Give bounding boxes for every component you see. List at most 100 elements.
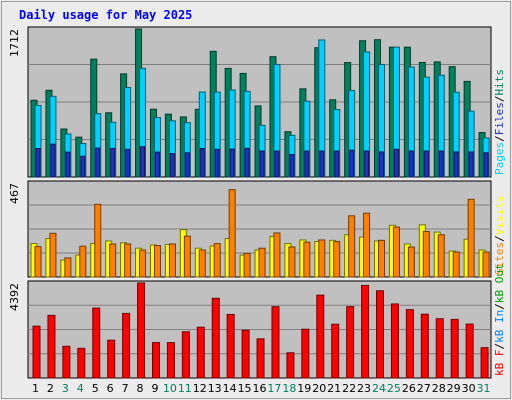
bar-bottom-kb-f-day-17	[271, 306, 280, 379]
x-tick-label-day-23: 23	[357, 382, 371, 395]
bar-top-pages-day-23	[364, 150, 370, 178]
bar-top-pages-day-10	[169, 153, 175, 178]
bar-bottom-kb-f-day-9	[151, 342, 160, 379]
bar-middle-sites-day-19	[303, 241, 311, 278]
bar-top-pages-day-29	[453, 151, 459, 178]
bar-bottom-kb-f-day-31	[480, 347, 489, 379]
bar-middle-sites-day-7	[124, 243, 132, 278]
bar-top-pages-day-31	[483, 152, 489, 178]
bar-top-pages-day-19	[304, 150, 310, 178]
bar-middle-sites-day-29	[452, 251, 460, 278]
x-tick-label-day-12: 12	[193, 382, 207, 395]
bar-middle-sites-day-27	[422, 231, 430, 278]
x-tick-label-day-2: 2	[47, 382, 54, 395]
bar-bottom-kb-f-day-27	[420, 313, 429, 379]
legend-item-top-3: /	[493, 96, 506, 103]
bar-middle-sites-day-14	[228, 189, 236, 278]
x-tick-label-day-17: 17	[267, 382, 281, 395]
x-tick-label-day-22: 22	[342, 382, 356, 395]
bar-top-pages-day-21	[334, 150, 340, 178]
bar-top-pages-day-6	[110, 147, 116, 178]
bar-bottom-kb-f-day-30	[465, 323, 474, 379]
legend-top: Pages/Files/Hits	[493, 69, 506, 175]
bar-bottom-kb-f-day-15	[241, 329, 250, 379]
bar-top-pages-day-26	[408, 150, 414, 178]
bar-middle-sites-day-25	[392, 226, 400, 278]
bar-bottom-kb-f-day-18	[286, 352, 295, 379]
x-tick-label-day-8: 8	[137, 382, 144, 395]
bar-bottom-kb-f-day-12	[196, 326, 205, 379]
bar-middle-sites-day-9	[153, 245, 161, 278]
x-tick-label-day-31: 31	[477, 382, 491, 395]
bar-top-pages-day-2	[50, 143, 56, 178]
bar-middle-sites-day-2	[49, 232, 57, 278]
bar-bottom-kb-f-day-7	[122, 312, 131, 379]
x-tick-label-day-5: 5	[92, 382, 99, 395]
bar-middle-sites-day-6	[109, 243, 117, 278]
bar-middle-sites-day-20	[318, 239, 326, 278]
legend-item-bottom-3: /	[493, 303, 506, 310]
x-tick-label-day-26: 26	[402, 382, 416, 395]
bar-middle-sites-day-4	[79, 245, 87, 278]
bar-bottom-kb-f-day-26	[405, 309, 414, 379]
legend-item-middle-2: Visits	[493, 196, 506, 236]
x-tick-label-day-30: 30	[462, 382, 476, 395]
bar-top-pages-day-9	[154, 151, 160, 178]
legend-item-bottom-1: /	[493, 343, 506, 350]
bar-middle-sites-day-26	[407, 246, 415, 278]
bar-top-pages-day-27	[423, 150, 429, 178]
legend-item-bottom-2: kB In	[493, 310, 506, 343]
bar-top-pages-day-1	[35, 147, 41, 178]
bar-bottom-kb-f-day-19	[301, 328, 310, 379]
bar-top-pages-day-15	[244, 147, 250, 178]
x-tick-label-day-24: 24	[372, 382, 386, 395]
x-tick-label-day-20: 20	[312, 382, 326, 395]
bar-bottom-kb-f-day-11	[181, 331, 190, 379]
x-tick-label-day-11: 11	[178, 382, 192, 395]
bar-bottom-kb-f-day-2	[47, 314, 56, 379]
bar-bottom-kb-f-day-1	[32, 325, 41, 379]
bar-top-pages-day-8	[140, 146, 146, 178]
legend-middle: Sites/Visits	[493, 196, 506, 276]
bar-bottom-kb-f-day-25	[390, 303, 399, 379]
x-tick-label-day-16: 16	[253, 382, 267, 395]
bar-bottom-kb-f-day-8	[137, 282, 146, 379]
legend-item-top-4: Hits	[493, 69, 506, 96]
bar-top-pages-day-4	[80, 155, 86, 178]
bar-bottom-kb-f-day-16	[256, 338, 265, 379]
bar-bottom-kb-f-day-6	[107, 339, 116, 379]
legend-item-middle-1: /	[493, 235, 506, 242]
bar-middle-sites-day-31	[482, 251, 490, 278]
bar-middle-sites-day-16	[258, 247, 266, 278]
x-tick-label-day-7: 7	[122, 382, 129, 395]
bar-top-pages-day-17	[274, 150, 280, 178]
bar-top-pages-day-30	[468, 151, 474, 178]
bar-bottom-kb-f-day-29	[450, 318, 459, 379]
bar-bottom-kb-f-day-14	[226, 313, 235, 379]
x-tick-label-day-28: 28	[432, 382, 446, 395]
x-tick-label-day-19: 19	[297, 382, 311, 395]
x-tick-label-day-13: 13	[208, 382, 222, 395]
x-tick-label-day-6: 6	[107, 382, 114, 395]
x-tick-label-day-21: 21	[327, 382, 341, 395]
bar-middle-sites-day-28	[437, 234, 445, 278]
bar-top-pages-day-16	[259, 150, 265, 178]
bar-top-pages-day-11	[184, 152, 190, 178]
bar-bottom-kb-f-day-3	[62, 345, 71, 379]
bar-bottom-kb-f-day-22	[346, 306, 355, 379]
bar-bottom-kb-f-day-13	[211, 297, 220, 379]
bar-bottom-kb-f-day-28	[435, 318, 444, 379]
bar-top-pages-day-14	[229, 148, 235, 178]
bar-bottom-kb-f-day-10	[166, 342, 175, 379]
legend-item-bottom-4: kB Out	[493, 263, 506, 303]
bar-middle-sites-day-22	[348, 215, 356, 278]
bar-middle-sites-day-1	[34, 246, 42, 278]
legend-bottom: kB F/kB In/kB Out	[493, 263, 506, 376]
bar-top-pages-day-24	[379, 151, 385, 178]
bar-middle-sites-day-3	[64, 257, 72, 278]
legend-item-top-0: Pages	[493, 142, 506, 175]
bar-bottom-kb-f-day-21	[331, 323, 340, 379]
legend-item-bottom-0: kB F	[493, 350, 506, 377]
bar-middle-sites-day-13	[213, 243, 221, 278]
bar-top-pages-day-28	[438, 150, 444, 178]
